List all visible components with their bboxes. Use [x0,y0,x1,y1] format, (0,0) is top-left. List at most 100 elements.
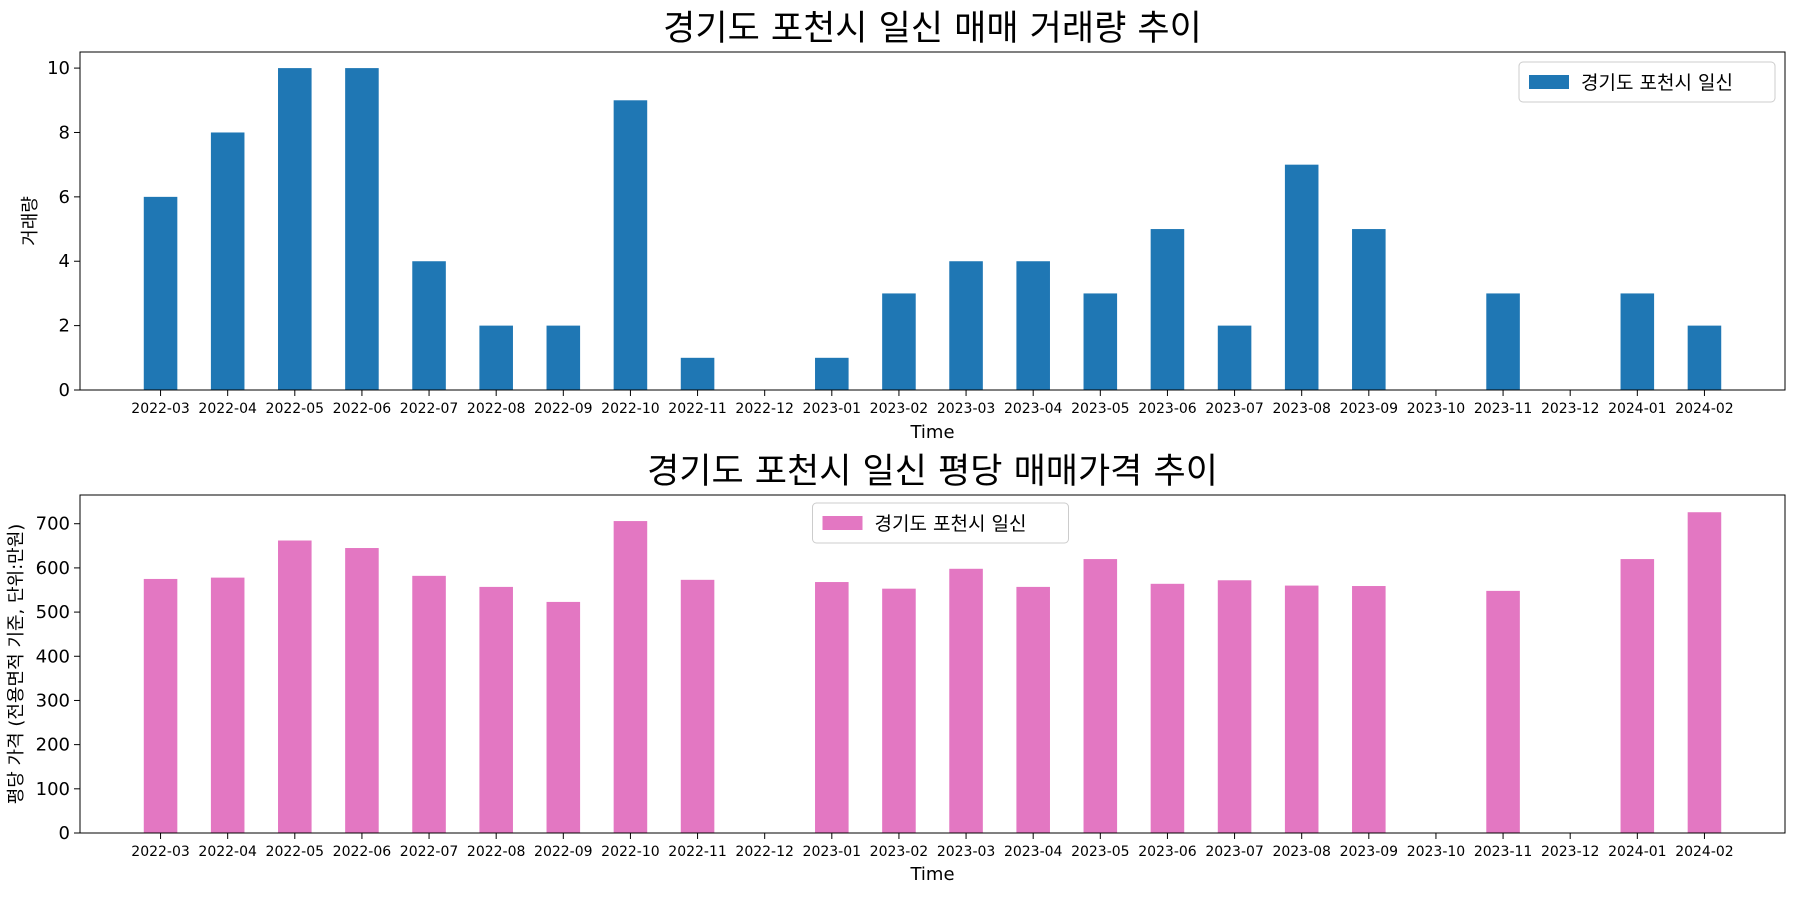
x-tick-label: 2022-04 [198,844,257,860]
bar-2022-10 [613,100,648,390]
x-tick-label: 2023-08 [1272,401,1331,417]
x-tick-label: 2024-01 [1608,401,1667,417]
x-tick-label: 2023-02 [870,844,929,860]
bar-2024-01 [1620,293,1655,390]
bar-2022-04 [210,577,245,833]
y-tick-label: 700 [36,514,70,535]
bar-2022-08 [479,325,513,390]
plot-frame [79,494,1786,834]
bar-2024-01 [1620,559,1655,833]
bar-2022-03 [143,578,178,833]
bar-2023-06 [1150,583,1185,833]
bar-2024-02 [1687,325,1722,390]
bar-2023-05 [1083,293,1118,390]
x-tick-label: 2022-12 [735,401,794,417]
bar-2023-07 [1217,325,1252,390]
x-tick-label: 2023-12 [1541,401,1600,417]
bar-2022-04 [210,132,245,391]
y-tick-label: 100 [36,779,70,800]
bar-2022-06 [345,548,379,833]
x-tick-label: 2023-01 [803,844,862,860]
bar-2023-09 [1352,229,1386,390]
x-tick-label: 2023-02 [870,401,929,417]
x-tick-label: 2023-01 [803,401,862,417]
legend: 경기도 포천시 일신 [812,502,1069,544]
x-tick-label: 2022-04 [198,401,257,417]
bar-2022-11 [680,579,715,833]
bar-2023-11 [1486,590,1520,833]
x-tick-label: 2023-05 [1071,844,1130,860]
x-tick-label: 2023-04 [1004,401,1063,417]
bar-2022-05 [278,540,312,833]
bar-2023-08 [1284,585,1319,833]
bar-2023-01 [815,582,849,833]
y-tick-label: 6 [59,187,70,208]
x-tick-label: 2024-02 [1675,401,1734,417]
chart-title: 경기도 포천시 일신 매매 거래량 추이 [663,9,1202,49]
x-tick-label: 2023-10 [1407,401,1466,417]
x-tick-label: 2022-05 [266,401,325,417]
chart-2: 경기도 포천시 일신 평당 매매가격 추이 0 100 200 300 400 500 600… [6,452,1786,885]
x-tick-label: 2023-04 [1004,844,1063,860]
x-tick-label: 2022-07 [400,401,459,417]
x-tick-label: 2022-07 [400,844,459,860]
x-tick-label: 2022-11 [668,844,727,860]
bar-2023-04 [1016,586,1050,833]
plot-frame [79,51,1786,391]
bar-2023-02 [882,293,916,390]
x-tick-label: 2023-06 [1138,401,1197,417]
bar-2022-11 [680,357,715,390]
x-tick-label: 2022-09 [534,401,593,417]
x-tick-label: 2023-07 [1205,844,1264,860]
bar-2022-09 [546,601,581,833]
x-tick-label: 2023-08 [1272,844,1331,860]
chart-1: 경기도 포천시 일신 매매 거래량 추이 0 2 4 6 8 10 2022-03 2022-0… [20,9,1786,443]
bar-2023-09 [1352,586,1386,833]
legend-swatch [822,516,863,530]
bar-2023-06 [1150,229,1185,390]
y-tick-label: 10 [47,58,70,79]
legend-box [1518,61,1776,103]
chart-title: 경기도 포천시 일신 평당 매매가격 추이 [647,452,1218,492]
x-tick-label: 2023-12 [1541,844,1600,860]
bar-2023-08 [1284,164,1319,390]
bar-2022-10 [613,521,648,833]
x-tick-label: 2022-06 [333,844,392,860]
x-tick-label: 2022-12 [735,844,794,860]
x-tick-label: 2022-09 [534,844,593,860]
bar-2022-09 [546,325,581,390]
bar-2022-05 [278,68,312,390]
x-tick-label: 2022-08 [467,844,526,860]
bar-2022-07 [412,575,446,833]
legend-label: 경기도 포천시 일신 [1581,72,1733,94]
x-tick-label: 2022-10 [601,844,660,860]
x-tick-label: 2023-11 [1474,844,1533,860]
x-tick-label: 2023-03 [937,401,996,417]
x-tick-label: 2022-03 [131,401,190,417]
x-tick-label: 2023-11 [1474,401,1533,417]
y-tick-label: 200 [36,735,70,756]
y-axis-label: 거래량 [20,196,41,246]
legend: 경기도 포천시 일신 [1518,61,1776,103]
x-axis-label: Time [909,864,954,885]
x-tick-label: 2023-09 [1340,844,1399,860]
bar-2022-07 [412,261,446,390]
bar-2023-07 [1217,580,1252,833]
bar-2024-02 [1687,512,1722,833]
y-tick-label: 0 [59,380,70,401]
x-tick-label: 2023-10 [1407,844,1466,860]
x-tick-label: 2022-05 [266,844,325,860]
y-tick-label: 0 [59,823,70,844]
bar-2023-01 [815,357,849,390]
legend-swatch [1529,75,1569,89]
x-tick-label: 2023-09 [1340,401,1399,417]
bar-2022-08 [479,586,513,833]
legend-box [812,502,1069,544]
x-tick-label: 2023-05 [1071,401,1130,417]
y-tick-label: 600 [36,558,70,579]
x-tick-label: 2023-06 [1138,844,1197,860]
bar-2023-03 [949,568,983,833]
legend-label: 경기도 포천시 일신 [875,513,1027,535]
y-tick-label: 300 [36,690,70,711]
y-tick-label: 400 [36,646,70,667]
